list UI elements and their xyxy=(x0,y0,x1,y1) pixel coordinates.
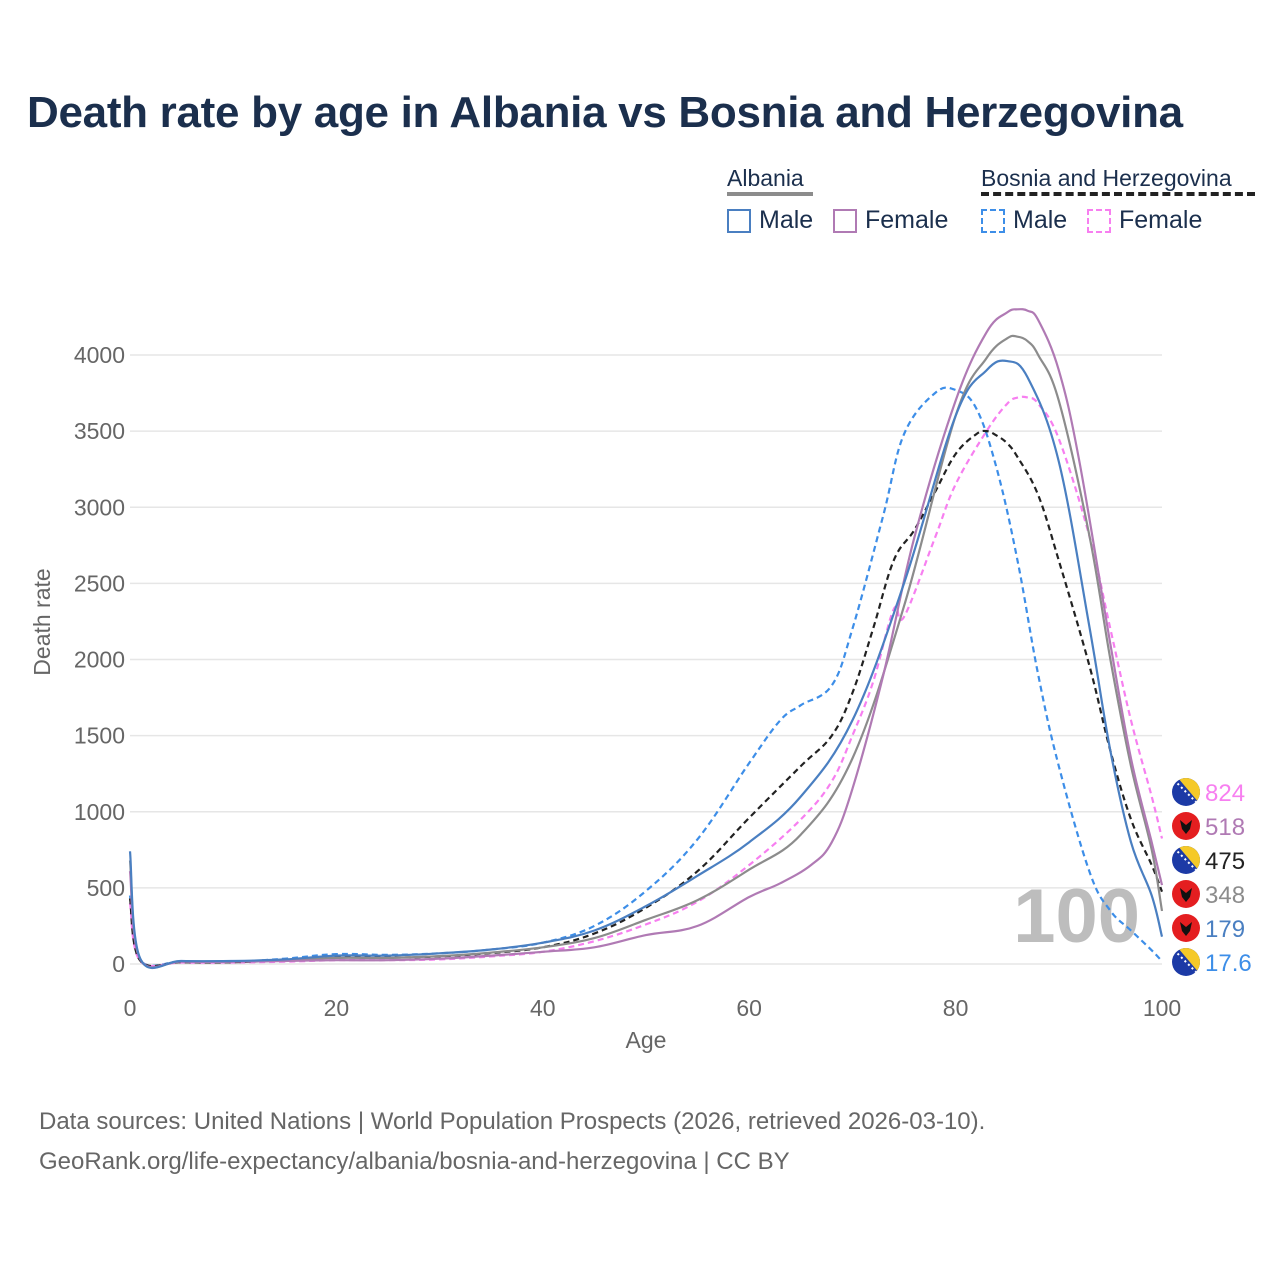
grid-lines xyxy=(130,355,1162,964)
bosnia-flag-icon xyxy=(1172,948,1200,976)
y-tick-3000: 3000 xyxy=(74,494,125,520)
end-label-475: 475 xyxy=(1172,846,1245,875)
death-rate-chart: 0 500 1000 1500 2000 2500 3000 3500 4000 0 20 40 60… xyxy=(0,0,1280,1080)
end-label-text: 179 xyxy=(1205,916,1245,943)
y-tick-2500: 2500 xyxy=(74,570,125,596)
year-watermark: 100 xyxy=(1013,874,1140,959)
end-label-text: 824 xyxy=(1205,780,1245,807)
y-tick-1000: 1000 xyxy=(74,799,125,825)
end-label-text: 17.6 xyxy=(1205,950,1252,977)
end-label-824: 824 xyxy=(1172,778,1245,807)
end-label-348: 348 xyxy=(1172,880,1245,909)
series-line-albania-male[interactable] xyxy=(130,361,1162,968)
y-tick-2000: 2000 xyxy=(74,647,125,673)
y-tick-1500: 1500 xyxy=(74,723,125,749)
x-tick-20: 20 xyxy=(324,995,350,1021)
x-tick-60: 60 xyxy=(736,995,762,1021)
x-tick-0: 0 xyxy=(124,995,137,1021)
y-tick-500: 500 xyxy=(87,875,125,901)
x-tick-80: 80 xyxy=(943,995,969,1021)
footer-sources: Data sources: United Nations | World Pop… xyxy=(39,1108,985,1136)
footer-link[interactable]: GeoRank.org/life-expectancy/albania/bosn… xyxy=(39,1148,790,1176)
x-tick-100: 100 xyxy=(1143,995,1181,1021)
series-line-albania-female[interactable] xyxy=(130,309,1162,967)
y-tick-0: 0 xyxy=(112,951,125,977)
end-label-179: 179 xyxy=(1172,914,1245,943)
end-label-518: 518 xyxy=(1172,812,1245,841)
end-label-text: 518 xyxy=(1205,814,1245,841)
series-lines xyxy=(130,309,1162,968)
end-labels: 824 518 475 348 179 17.6 xyxy=(1172,778,1252,977)
y-axis-label: Death rate xyxy=(29,568,55,675)
bosnia-flag-icon xyxy=(1172,846,1200,874)
end-label-17.6: 17.6 xyxy=(1172,948,1252,977)
x-tick-40: 40 xyxy=(530,995,556,1021)
y-tick-3500: 3500 xyxy=(74,418,125,444)
end-label-text: 348 xyxy=(1205,882,1245,909)
end-label-text: 475 xyxy=(1205,848,1245,875)
series-line-bosnia-male[interactable] xyxy=(130,388,1162,966)
y-tick-labels: 0 500 1000 1500 2000 2500 3000 3500 4000 xyxy=(74,342,125,977)
series-line-bosnia-female[interactable] xyxy=(130,397,1162,966)
x-axis-label: Age xyxy=(626,1027,667,1053)
bosnia-flag-icon xyxy=(1172,778,1200,806)
y-tick-4000: 4000 xyxy=(74,342,125,368)
x-tick-labels: 0 20 40 60 80 100 xyxy=(124,995,1182,1021)
